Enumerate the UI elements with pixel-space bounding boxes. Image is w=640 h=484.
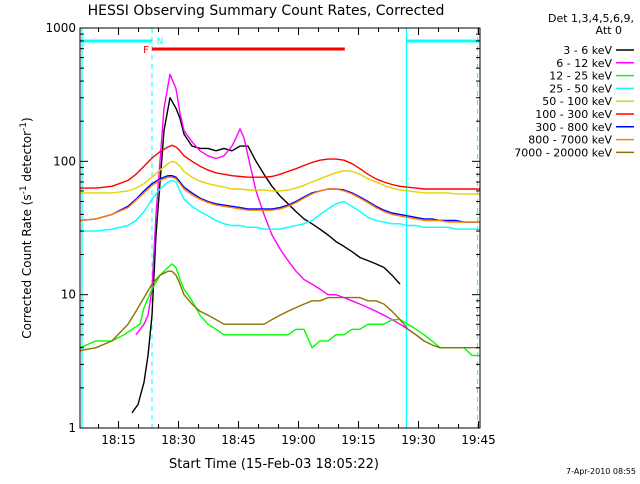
flare-flag-label: F <box>143 45 149 56</box>
series-line-3-6-kev <box>131 96 401 414</box>
series-line-7000-20000-kev <box>79 270 480 352</box>
x-tick-label-1915: 19:15 <box>341 433 376 447</box>
legend-label-50-100-kev: 50 - 100 keV <box>542 95 612 108</box>
y-axis-label: Corrected Count Rate (s-1 detector-1) <box>19 117 34 338</box>
y-axis-label-part-1: Corrected Count Rate (s <box>20 194 34 338</box>
x-tick-label-1815: 18:15 <box>101 433 136 447</box>
legend-label-12-25-kev: 12 - 25 keV <box>549 70 612 83</box>
legend-label-7000-20000-kev: 7000 - 20000 keV <box>514 146 612 159</box>
legend-header-line-2: Att 0 <box>596 24 622 37</box>
x-tick-label-1845: 18:45 <box>221 433 256 447</box>
series-line-800-7000-kev <box>79 176 480 223</box>
series-line-50-100-kev <box>80 160 480 195</box>
y-tick-label-1: 1 <box>68 421 76 435</box>
x-tick-label-1930: 19:30 <box>401 433 436 447</box>
axis-ticks: 18:15 18:30 18:45 19:00 19:15 19:30 19:45 1 10 10… <box>45 21 495 447</box>
series-line-6-12-kev <box>135 73 425 342</box>
series-line-25-50-kev <box>80 179 480 232</box>
series-lines <box>79 73 480 414</box>
y-axis-label-part-3: ) <box>20 117 34 122</box>
night-markers <box>81 28 479 428</box>
y-tick-label-10: 10 <box>61 288 76 302</box>
legend-label-800-7000-kev: 800 - 7000 keV <box>528 134 612 147</box>
y-tick-label-100: 100 <box>53 154 76 168</box>
legend-header-line-1: Det 1,3,4,5,6,9, <box>548 12 634 25</box>
x-tick-label-1900: 19:00 <box>281 433 316 447</box>
plot-frame <box>79 27 481 429</box>
x-axis-label: Start Time (15-Feb-03 18:05:22) <box>169 457 379 472</box>
legend-label-100-300-kev: 100 - 300 keV <box>535 108 612 121</box>
y-axis-label-exponent-2: -1 <box>19 122 29 131</box>
y-axis-label-exponent-1: -1 <box>19 185 29 194</box>
legend-label-300-800-kev: 300 - 800 keV <box>535 121 612 134</box>
series-line-100-300-kev <box>80 144 480 190</box>
plot-area: FN 18:15 18:30 18:45 19:00 19:15 19:30 19:4511… <box>45 21 495 447</box>
x-tick-label-1945: 19:45 <box>461 433 496 447</box>
y-axis-label-part-2: detector <box>20 131 34 186</box>
legend-label-3-6-kev: 3 - 6 keV <box>563 44 612 57</box>
flag-markers: FN <box>80 37 480 56</box>
legend-label-25-50-kev: 25 - 50 keV <box>549 82 612 95</box>
chart-title: HESSI Observing Summary Count Rates, Cor… <box>88 3 445 19</box>
date-stamp: 7-Apr-2010 08:55 <box>566 467 636 476</box>
y-tick-label-1000: 1000 <box>45 21 76 35</box>
night-flag-label: N <box>157 37 164 47</box>
series-line-300-800-kev <box>79 174 480 223</box>
series-line-12-25-kev <box>79 263 480 357</box>
legend-label-6-12-kev: 6 - 12 keV <box>556 57 612 70</box>
x-tick-label-1830: 18:30 <box>161 433 196 447</box>
